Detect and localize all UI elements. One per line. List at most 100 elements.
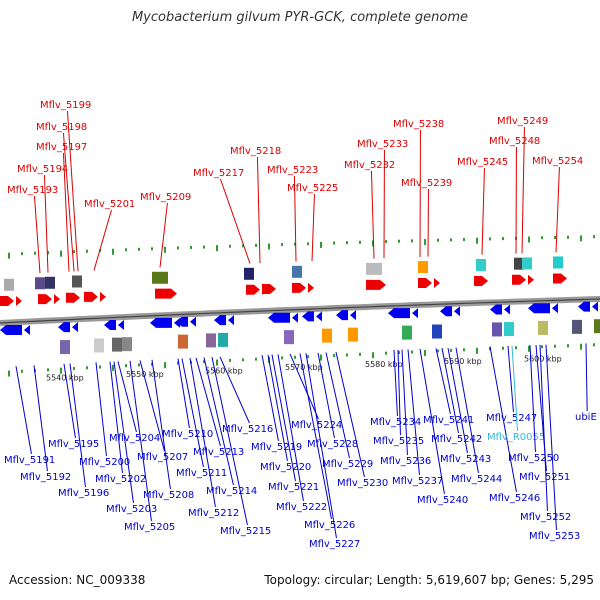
forward-gene-arrow — [16, 296, 22, 306]
leader-line — [151, 359, 171, 490]
tick-dot-bottom — [99, 365, 101, 369]
reverse-gene-arrow — [302, 311, 314, 322]
tick-dot-bottom — [372, 352, 374, 359]
leader-line — [311, 193, 315, 262]
backbone-group — [0, 296, 600, 326]
reverse-gene-arrow — [118, 319, 124, 330]
bottom-gene-label: Mflv_5196 — [58, 488, 109, 499]
leader-line — [129, 360, 152, 522]
tick-dot-bottom — [112, 364, 114, 371]
leader-line — [299, 353, 332, 520]
kbp-tick-label: 5600 kbp — [524, 354, 562, 363]
top-gene-label: Mflv_5223 — [267, 165, 318, 176]
bottom-gene-label: Mflv_5213 — [193, 447, 244, 458]
tick-dot-top — [112, 248, 114, 255]
tick-dot-top — [450, 238, 452, 242]
tick-dot-top — [411, 239, 413, 243]
tick-dot-top — [47, 251, 49, 255]
map-title: Mycobacterium gilvum PYR-GCK, complete g… — [131, 10, 469, 25]
leader-line — [481, 167, 485, 255]
leader-line — [181, 358, 204, 468]
bottom-gene-label: Mflv_5229 — [322, 459, 373, 470]
tick-dot-top — [502, 237, 504, 241]
leader-line — [62, 152, 70, 272]
leader-line — [256, 156, 261, 264]
tick-dot-top — [307, 242, 309, 246]
bottom-gene-label: Mflv_5235 — [373, 436, 424, 447]
bottom-gene-label: Mflv_5203 — [106, 504, 157, 515]
tick-dot-bottom — [346, 353, 348, 357]
tick-dot-top — [294, 242, 296, 246]
leader-line — [585, 343, 588, 412]
kbp-tick-label: 5550 kbp — [126, 370, 164, 379]
top-gene-label: Mflv_5209 — [140, 192, 191, 203]
tick-dot-bottom — [138, 363, 140, 367]
tick-dot-top — [216, 245, 218, 252]
top-gene-label: Mflv_5225 — [287, 183, 338, 194]
leader-line — [43, 174, 49, 273]
kbp-tick-label: 5540 kbp — [46, 374, 84, 383]
forward-gene-arrow — [54, 294, 60, 305]
function-box — [35, 277, 45, 290]
reverse-gene-arrow — [104, 319, 116, 330]
top-gene-label: Mflv_5199 — [40, 100, 91, 111]
bottom-gene-label: Mflv_5216 — [222, 424, 273, 435]
function-box — [244, 267, 254, 280]
function-box — [72, 275, 82, 288]
tick-dot-bottom — [151, 362, 153, 366]
leader-line — [33, 195, 41, 274]
function-box — [218, 332, 228, 347]
tick-dot-top — [281, 243, 283, 247]
tick-dot-top — [203, 245, 205, 249]
tick-dot-top — [372, 240, 374, 247]
tick-dot-top — [554, 235, 556, 239]
bottom-gene-label: Mflv_5220 — [260, 462, 311, 473]
leader-line — [189, 358, 216, 508]
forward-gene-arrow — [66, 292, 80, 303]
tick-dot-top — [190, 246, 192, 250]
leader-line — [63, 363, 76, 439]
tick-dot-bottom — [177, 361, 179, 365]
reverse-gene-arrow — [72, 322, 78, 333]
forward-gene-arrow — [308, 282, 314, 293]
tick-dot-bottom — [398, 351, 400, 355]
reverse-gene-arrow — [0, 325, 22, 335]
function-box — [366, 262, 382, 275]
leader-line — [177, 358, 190, 429]
reverse-gene-arrow — [388, 308, 410, 319]
bottom-gene-label: Mflv_5252 — [520, 512, 571, 523]
tick-dot-bottom — [515, 346, 517, 350]
tick-dot-bottom — [8, 370, 10, 377]
bottom-gene-label: Mflv_5251 — [519, 472, 570, 483]
tick-dot-top — [21, 252, 23, 256]
tick-dot-bottom — [476, 347, 478, 354]
function-box — [476, 258, 486, 271]
top-gene-label: Mflv_5193 — [7, 185, 58, 196]
leader-line — [529, 345, 536, 453]
function-box — [594, 319, 600, 334]
leader-line — [441, 348, 459, 434]
tick-dot-top — [73, 250, 75, 254]
forward-gene-arrow — [100, 291, 106, 302]
reverse-gene-arrow — [176, 316, 188, 327]
function-box — [322, 328, 332, 343]
tick-dot-bottom — [294, 355, 296, 359]
tick-dot-bottom — [541, 345, 543, 349]
tick-dot-bottom — [333, 353, 335, 357]
tick-dot-top — [151, 247, 153, 251]
forward-gene-arrow — [512, 274, 526, 285]
tick-dot-top — [437, 238, 439, 242]
kbp-axis: 5540 kbp 5550 kbp 5560 kbp 5570 kbp 5580 kbp… — [46, 354, 562, 382]
bottom-gene-label: Mflv_5219 — [251, 442, 302, 453]
tick-dot-top — [346, 241, 348, 245]
top-gene-label: Mflv_5254 — [532, 156, 583, 167]
tick-dot-bottom — [281, 356, 283, 360]
leader-line — [93, 209, 112, 271]
tick-dot-top — [177, 246, 179, 250]
function-box — [522, 257, 532, 270]
reverse-gene-arrow — [490, 304, 502, 315]
bottom-gene-label: Mflv_5212 — [188, 508, 239, 519]
leader-line — [267, 354, 288, 462]
reverse-gene-arrow — [504, 304, 510, 315]
reverse-gene-arrow — [214, 315, 226, 326]
